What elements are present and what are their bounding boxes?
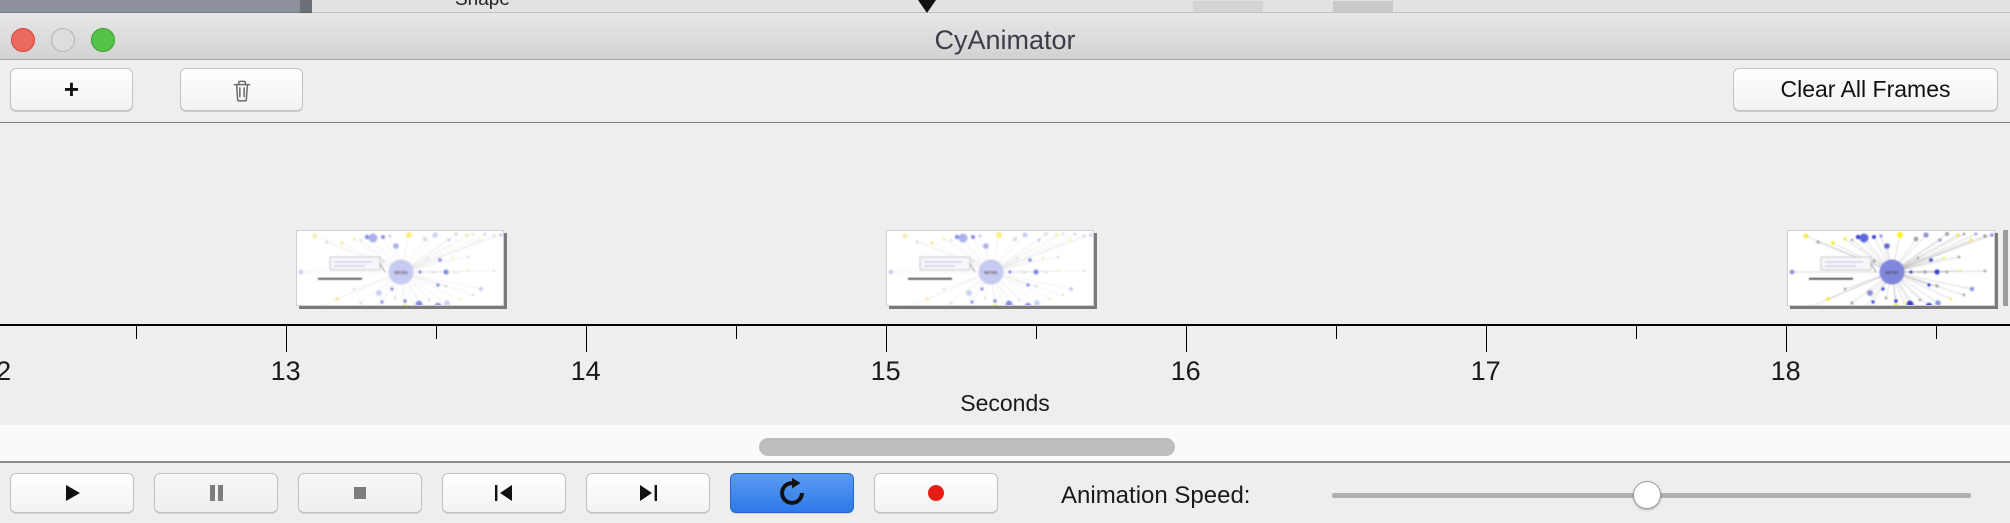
svg-text:MCM1: MCM1 [394, 270, 408, 275]
svg-text:MCM1: MCM1 [1885, 270, 1899, 275]
svg-text:MCM1: MCM1 [984, 270, 998, 275]
